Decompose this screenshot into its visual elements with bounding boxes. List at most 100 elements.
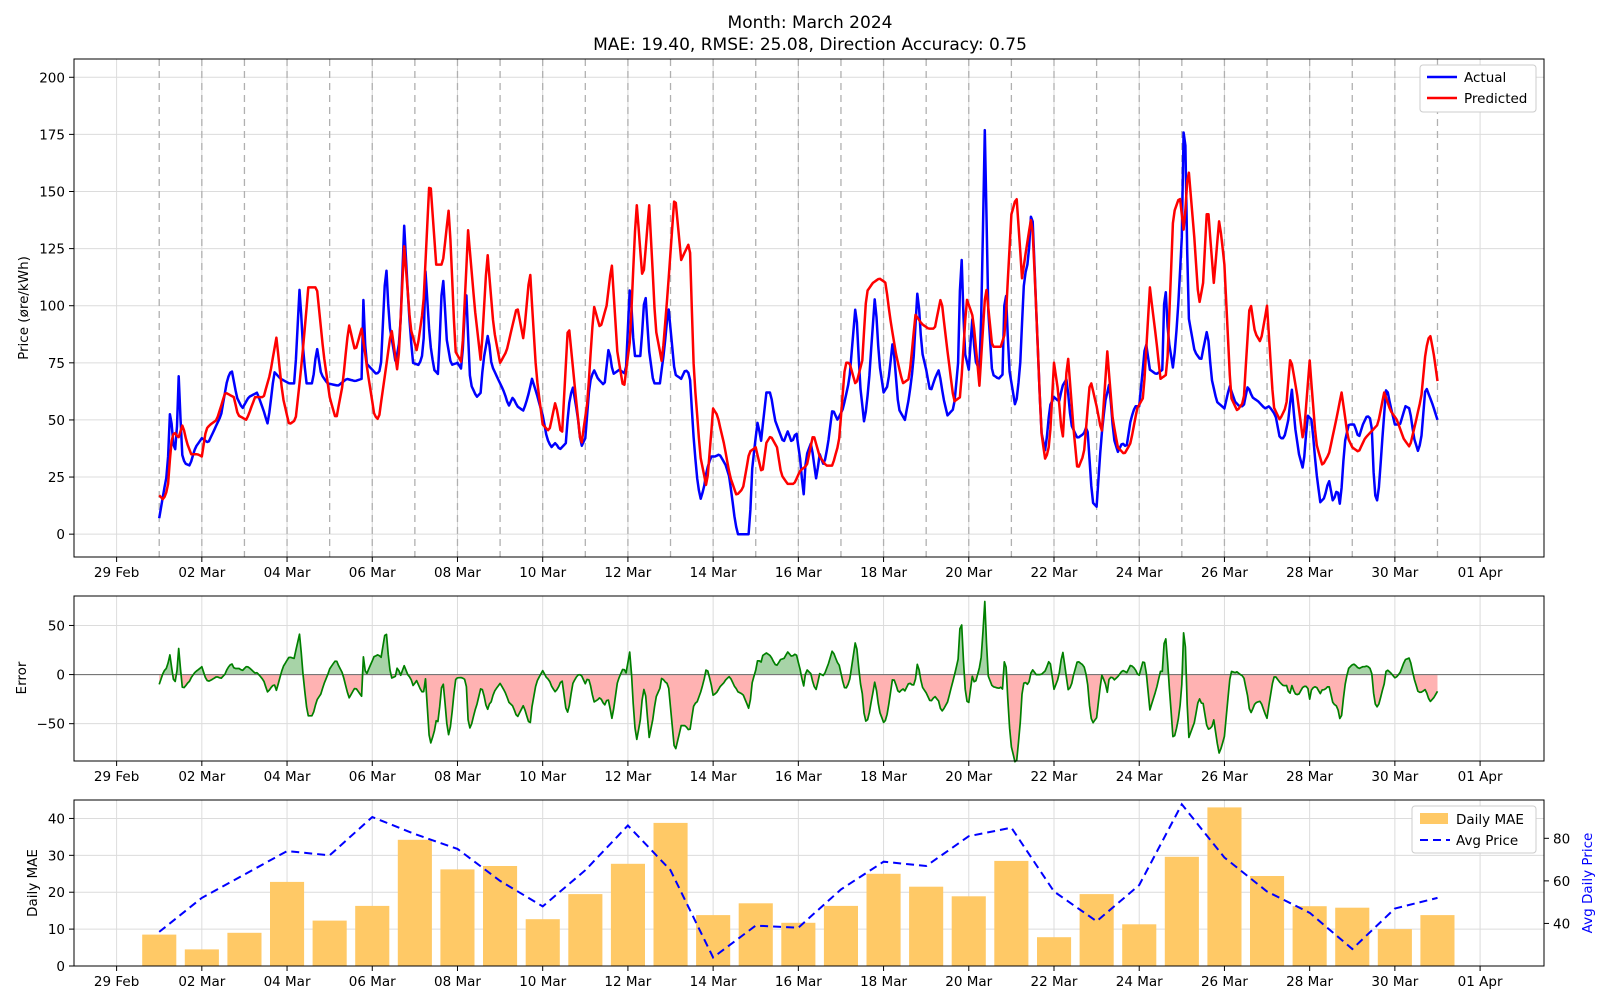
- y-tick-label: 20: [48, 885, 65, 901]
- x-tick-label: 04 Mar: [264, 565, 311, 581]
- x-tick-label: 24 Mar: [1116, 769, 1163, 785]
- daily-mae-bar: [483, 866, 518, 966]
- avg-price-y-ticks: 40 60 80: [1544, 831, 1570, 932]
- daily-mae-bar: [355, 905, 390, 966]
- x-tick-label: 26 Mar: [1201, 565, 1248, 581]
- x-tick-label: 14 Mar: [690, 769, 737, 785]
- right-y-tick-label: 60: [1553, 874, 1570, 890]
- x-tick-label: 10 Mar: [519, 974, 566, 990]
- y-tick-label: 50: [48, 413, 65, 429]
- y-tick-label: −50: [37, 717, 66, 733]
- chart-title-line1: Month: March 2024: [728, 13, 893, 33]
- error-x-ticks: 29 Feb 02 Mar 04 Mar 06 Mar 08 Mar 10 Mar 12 M…: [94, 761, 1503, 785]
- x-tick-label: 18 Mar: [860, 769, 907, 785]
- legend-daily-mae-swatch: [1420, 813, 1448, 824]
- x-tick-label: 18 Mar: [860, 974, 907, 990]
- daily-mae-panel-frame: [73, 799, 1545, 967]
- error-panel-frame: [73, 595, 1545, 762]
- daily-mae-y-ticks: 0 10 20 30 40: [48, 811, 74, 975]
- error-y-ticks: 50 0 −50: [37, 618, 74, 733]
- x-tick-label: 08 Mar: [434, 769, 481, 785]
- x-tick-label: 14 Mar: [690, 565, 737, 581]
- daily-mae-bar: [1207, 807, 1242, 966]
- daily-mae-bar: [994, 860, 1029, 966]
- legend-avg-price-label: Avg Price: [1456, 833, 1518, 849]
- x-tick-label: 30 Mar: [1371, 565, 1418, 581]
- x-tick-label: 02 Mar: [178, 565, 225, 581]
- daily-mae-bar: [142, 934, 177, 966]
- mae-legend: Daily MAE Avg Price: [1411, 805, 1537, 854]
- x-tick-label: 12 Mar: [604, 769, 651, 785]
- daily-mae-bar: [1164, 856, 1199, 966]
- x-tick-label: 22 Mar: [1031, 565, 1078, 581]
- right-y-tick-label: 40: [1553, 916, 1570, 932]
- daily-mae-bar: [1037, 937, 1072, 966]
- daily-mae-bar: [525, 919, 560, 966]
- daily-mae-bar: [610, 863, 645, 966]
- daily-mae-bar: [270, 881, 305, 966]
- daily-mae-bar: [1250, 876, 1285, 966]
- x-tick-label: 04 Mar: [264, 974, 311, 990]
- x-tick-label: 26 Mar: [1201, 769, 1248, 785]
- actual-price-line: [157, 128, 1439, 536]
- right-y-tick-label: 80: [1553, 831, 1570, 847]
- x-tick-label: 16 Mar: [775, 769, 822, 785]
- price-y-label: Price (øre/kWh): [16, 256, 32, 360]
- x-tick-label: 29 Feb: [94, 769, 139, 785]
- price-panel-grid: [74, 59, 1544, 557]
- x-tick-label: 01 Apr: [1458, 974, 1503, 990]
- x-tick-label: 10 Mar: [519, 769, 566, 785]
- daily-mae-bar: [312, 920, 347, 966]
- price-series: [157, 128, 1439, 536]
- price-panel: 0 25 50 75 100 125 150 175 200 29 Feb 02 Mar 04 Ma…: [16, 58, 1545, 581]
- daily-mae-bar: [1420, 915, 1455, 966]
- x-tick-label: 14 Mar: [690, 974, 737, 990]
- daily-mae-y-label: Daily MAE: [25, 849, 41, 917]
- x-tick-label: 01 Apr: [1458, 769, 1503, 785]
- daily-mae-bar: [568, 894, 603, 966]
- y-tick-label: 40: [48, 811, 65, 827]
- error-line: [158, 600, 1439, 763]
- y-tick-label: 75: [48, 356, 65, 372]
- y-tick-label: 25: [48, 470, 65, 486]
- y-tick-label: 175: [39, 127, 65, 143]
- daily-mae-bar: [440, 869, 475, 966]
- legend-predicted-label: Predicted: [1464, 91, 1527, 107]
- x-tick-label: 22 Mar: [1031, 769, 1078, 785]
- daily-mae-bar: [823, 905, 858, 966]
- error-panel: 50 0 −50 29 Feb 02 Mar 04 Mar 06 Mar 08 Mar 10 …: [14, 595, 1545, 785]
- x-tick-label: 18 Mar: [860, 565, 907, 581]
- x-tick-label: 08 Mar: [434, 974, 481, 990]
- x-tick-label: 22 Mar: [1031, 974, 1078, 990]
- daily-mae-bar: [397, 839, 432, 966]
- y-tick-label: 30: [48, 848, 65, 864]
- x-tick-label: 20 Mar: [945, 565, 992, 581]
- x-tick-label: 26 Mar: [1201, 974, 1248, 990]
- daily-mae-bars: [142, 807, 1455, 966]
- y-tick-label: 10: [48, 922, 65, 938]
- price-legend: Actual Predicted: [1419, 64, 1537, 113]
- x-tick-label: 29 Feb: [94, 974, 139, 990]
- x-tick-label: 29 Feb: [94, 565, 139, 581]
- daily-mae-bar: [227, 932, 262, 966]
- y-tick-label: 150: [39, 184, 65, 200]
- y-tick-label: 0: [56, 668, 65, 684]
- x-tick-label: 28 Mar: [1286, 565, 1333, 581]
- y-tick-label: 125: [39, 242, 65, 258]
- avg-price-line: [158, 802, 1438, 960]
- x-tick-label: 30 Mar: [1371, 974, 1418, 990]
- legend-actual-label: Actual: [1464, 70, 1506, 86]
- price-x-ticks: 29 Feb 02 Mar 04 Mar 06 Mar 08 Mar 10 Mar 12 M…: [94, 557, 1503, 581]
- x-tick-label: 02 Mar: [178, 769, 225, 785]
- x-tick-label: 02 Mar: [178, 974, 225, 990]
- x-tick-label: 16 Mar: [775, 565, 822, 581]
- daily-mae-bar: [781, 922, 816, 966]
- daily-mae-bar: [951, 896, 986, 966]
- daily-mae-bar: [1122, 924, 1157, 966]
- x-tick-label: 04 Mar: [264, 769, 311, 785]
- x-tick-label: 06 Mar: [349, 974, 396, 990]
- avg-price-y-label: Avg Daily Price: [1580, 833, 1596, 934]
- y-tick-label: 100: [39, 299, 65, 315]
- y-tick-label: 0: [56, 959, 65, 975]
- x-tick-label: 06 Mar: [349, 769, 396, 785]
